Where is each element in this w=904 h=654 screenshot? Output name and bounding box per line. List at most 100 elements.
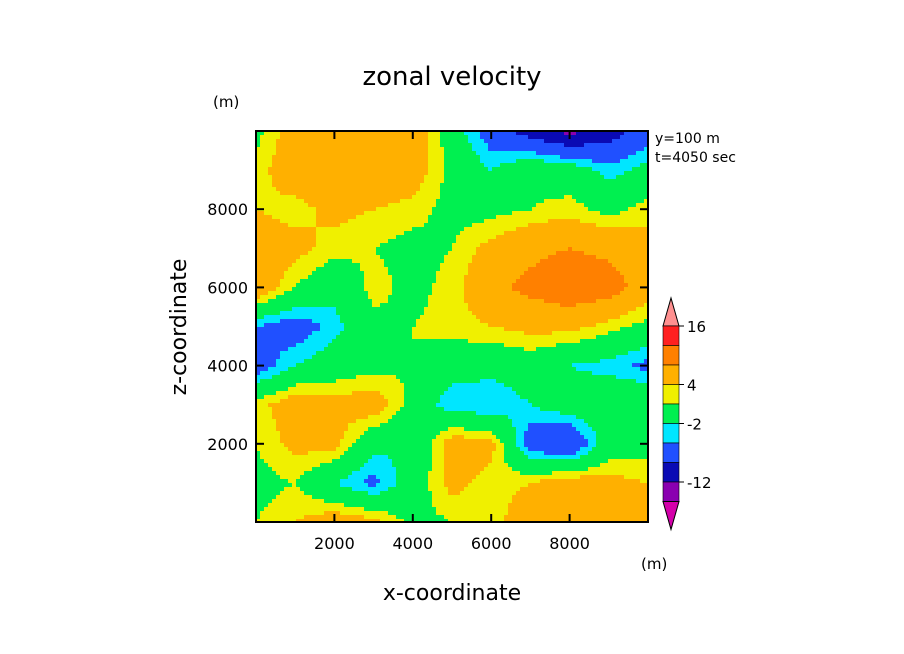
- field-cell: [384, 147, 389, 152]
- field-cell: [280, 183, 285, 188]
- field-cell: [380, 255, 385, 260]
- field-cell: [256, 275, 261, 280]
- field-cell: [552, 135, 557, 140]
- field-cell: [640, 315, 645, 320]
- field-cell: [492, 299, 497, 304]
- field-cell: [308, 203, 313, 208]
- field-cell: [592, 251, 597, 256]
- field-cell: [460, 219, 465, 224]
- field-cell: [540, 219, 545, 224]
- field-cell: [428, 139, 433, 144]
- field-cell: [264, 291, 269, 296]
- field-cell: [316, 291, 321, 296]
- field-cell: [636, 147, 641, 152]
- field-cell: [392, 171, 397, 176]
- field-cell: [316, 203, 321, 208]
- field-cell: [456, 283, 461, 288]
- field-cell: [580, 195, 585, 200]
- field-cell: [616, 155, 621, 160]
- field-cell: [464, 231, 469, 236]
- field-cell: [344, 331, 349, 336]
- field-cell: [288, 247, 293, 252]
- field-cell: [348, 259, 353, 264]
- field-cell: [500, 299, 505, 304]
- field-cell: [564, 179, 569, 184]
- field-cell: [328, 135, 333, 140]
- field-cell: [372, 195, 377, 200]
- field-cell: [496, 291, 501, 296]
- field-cell: [396, 215, 401, 220]
- field-cell: [532, 323, 537, 328]
- field-cell: [468, 279, 473, 284]
- field-cell: [404, 227, 409, 232]
- field-cell: [496, 167, 501, 172]
- field-cell: [584, 163, 589, 168]
- field-cell: [376, 239, 381, 244]
- field-cell: [540, 147, 545, 152]
- field-cell: [316, 175, 321, 180]
- field-cell: [428, 239, 433, 244]
- field-cell: [444, 215, 449, 220]
- field-cell: [580, 159, 585, 164]
- field-cell: [256, 263, 261, 268]
- field-cell: [408, 159, 413, 164]
- field-cell: [632, 291, 637, 296]
- field-cell: [624, 267, 629, 272]
- field-cell: [292, 255, 297, 260]
- field-cell: [308, 163, 313, 168]
- field-cell: [304, 231, 309, 236]
- field-cell: [292, 143, 297, 148]
- field-cell: [296, 163, 301, 168]
- field-cell: [268, 219, 273, 224]
- field-cell: [528, 151, 533, 156]
- field-cell: [544, 307, 549, 312]
- field-cell: [396, 303, 401, 308]
- field-cell: [512, 259, 517, 264]
- field-cell: [404, 271, 409, 276]
- field-cell: [288, 155, 293, 160]
- field-cell: [296, 247, 301, 252]
- field-cell: [576, 271, 581, 276]
- field-cell: [472, 251, 477, 256]
- field-cell: [312, 283, 317, 288]
- field-cell: [292, 191, 297, 196]
- field-cell: [468, 251, 473, 256]
- field-cell: [300, 287, 305, 292]
- field-cell: [432, 175, 437, 180]
- annotation-t: t=4050 sec: [655, 150, 736, 166]
- field-cell: [280, 203, 285, 208]
- field-cell: [428, 219, 433, 224]
- field-cell: [456, 319, 461, 324]
- field-cell: [348, 319, 353, 324]
- field-cell: [296, 203, 301, 208]
- field-cell: [340, 267, 345, 272]
- field-cell: [308, 227, 313, 232]
- field-cell: [420, 151, 425, 156]
- field-cell: [624, 275, 629, 280]
- field-cell: [500, 287, 505, 292]
- field-cell: [624, 239, 629, 244]
- field-cell: [612, 187, 617, 192]
- field-cell: [608, 227, 613, 232]
- field-cell: [364, 327, 369, 332]
- field-cell: [360, 255, 365, 260]
- field-cell: [484, 211, 489, 216]
- field-cell: [312, 179, 317, 184]
- field-cell: [504, 155, 509, 160]
- field-cell: [452, 147, 457, 152]
- field-cell: [348, 271, 353, 276]
- field-cell: [532, 147, 537, 152]
- field-cell: [324, 263, 329, 268]
- field-cell: [380, 167, 385, 172]
- field-cell: [312, 171, 317, 176]
- field-cell: [472, 295, 477, 300]
- field-cell: [636, 163, 641, 168]
- field-cell: [304, 199, 309, 204]
- field-cell: [420, 267, 425, 272]
- field-cell: [620, 223, 625, 228]
- field-cell: [268, 151, 273, 156]
- field-cell: [324, 199, 329, 204]
- field-cell: [312, 147, 317, 152]
- field-cell: [576, 223, 581, 228]
- field-cell: [524, 243, 529, 248]
